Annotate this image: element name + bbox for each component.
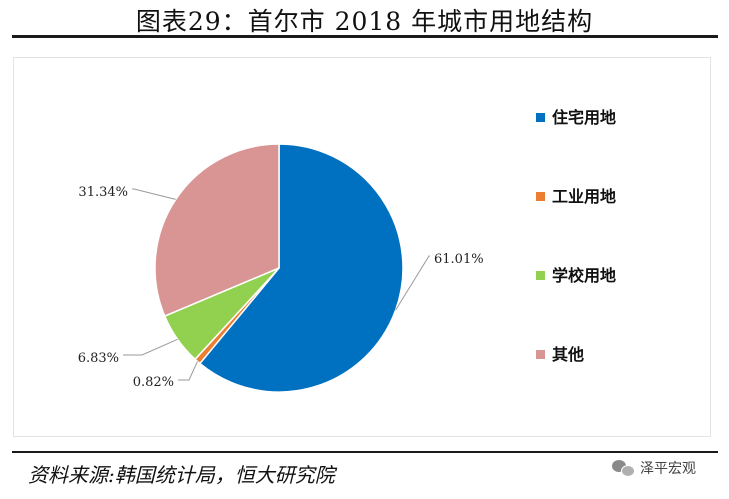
top-divider (12, 35, 718, 38)
leader-line (132, 188, 176, 200)
legend-label: 其他 (552, 345, 584, 364)
chart-area: 61.01% 0.82% 6.83% 31.34% 住宅用地工业用地学校用地其他 (13, 57, 711, 437)
data-label: 61.01% (434, 252, 484, 267)
legend-swatch (536, 113, 545, 122)
leader-line (123, 338, 178, 356)
pie-slice (154, 143, 280, 318)
data-label: 31.34% (78, 185, 128, 200)
leader-line (395, 255, 430, 311)
bottom-divider (12, 451, 718, 453)
chart-title: 图表29：首尔市 2018 年城市用地结构 (135, 7, 594, 36)
data-label: 0.82% (133, 375, 174, 390)
watermark-label: 泽平宏观 (640, 461, 696, 477)
legend-label: 工业用地 (552, 187, 616, 206)
watermark: 泽平宏观 (612, 458, 696, 478)
legend-label: 住宅用地 (552, 108, 616, 127)
source-note: 资料来源:韩国统计局，恒大研究院 (28, 463, 335, 487)
legend-swatch (536, 192, 545, 201)
legend-swatch (536, 350, 545, 359)
pie-slice (198, 143, 404, 393)
wechat-icon (612, 460, 635, 477)
data-label: 6.83% (78, 351, 119, 366)
legend-swatch (536, 271, 545, 280)
leader-line (178, 361, 198, 381)
legend-label: 学校用地 (552, 266, 616, 285)
